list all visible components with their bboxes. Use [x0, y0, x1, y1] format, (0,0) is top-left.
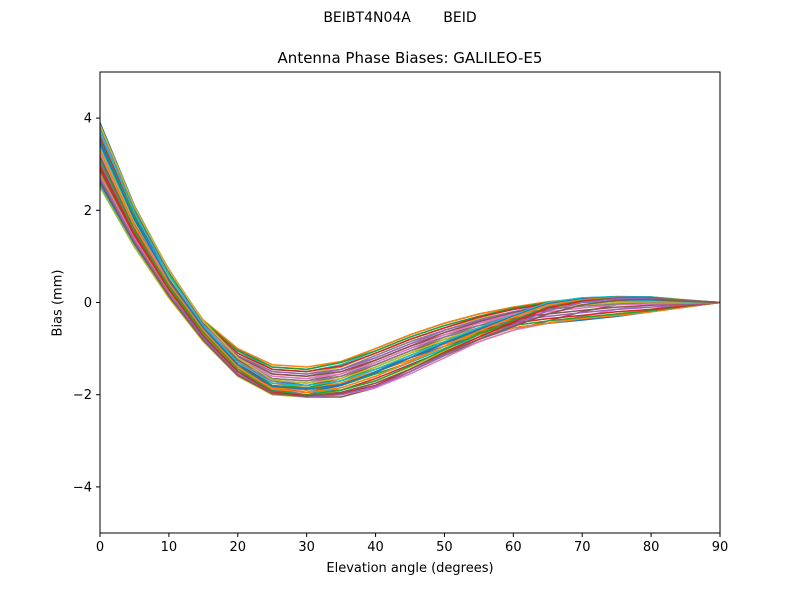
- x-tick-label: 30: [298, 540, 315, 555]
- y-axis: −4 −2 0 2 4: [73, 112, 100, 495]
- agency-name: BEID: [443, 10, 477, 26]
- series-line-az-040: [99, 154, 721, 396]
- x-axis: 0 10 20 30 40 50 60 70 80 90: [96, 533, 728, 555]
- x-tick-label: 70: [574, 540, 591, 555]
- series-line-az-290: [99, 131, 721, 387]
- y-tick-label: −4: [73, 480, 92, 495]
- x-tick-label: 40: [367, 540, 384, 555]
- series-line-az-170: [99, 150, 720, 378]
- y-tick-label: 2: [84, 204, 92, 219]
- x-tick-label: 80: [643, 540, 660, 555]
- series-line-az-140: [99, 161, 721, 384]
- series-line-az-210: [99, 140, 721, 368]
- series-line-az-340: [99, 177, 721, 398]
- y-tick-label: 0: [84, 296, 92, 311]
- x-tick-label: 20: [230, 540, 247, 555]
- x-tick-label: 10: [161, 540, 178, 555]
- series-line-az-240: [99, 133, 721, 375]
- y-tick-label: 4: [84, 112, 92, 127]
- x-tick-label: 60: [505, 540, 522, 555]
- x-axis-label: Elevation angle (degrees): [326, 561, 494, 576]
- series-layer: [99, 122, 721, 398]
- series-line-az-350: [99, 182, 721, 397]
- y-tick-label: −2: [73, 388, 92, 403]
- series-line-az-150: [99, 156, 721, 382]
- chart-title: Antenna Phase Biases: GALILEO-E5: [277, 49, 543, 67]
- x-tick-label: 90: [712, 540, 729, 555]
- series-line-az-300: [99, 140, 721, 390]
- station-name: BEIBT4N04A: [323, 10, 411, 26]
- x-tick-label: 0: [96, 540, 104, 555]
- figure-suptitle: BEIBT4N04A BEID: [0, 10, 800, 26]
- series-line-az-020: [99, 136, 721, 391]
- x-tick-label: 50: [436, 540, 453, 555]
- series-line-az-090: [99, 184, 721, 396]
- series-line-az-270: [99, 127, 721, 382]
